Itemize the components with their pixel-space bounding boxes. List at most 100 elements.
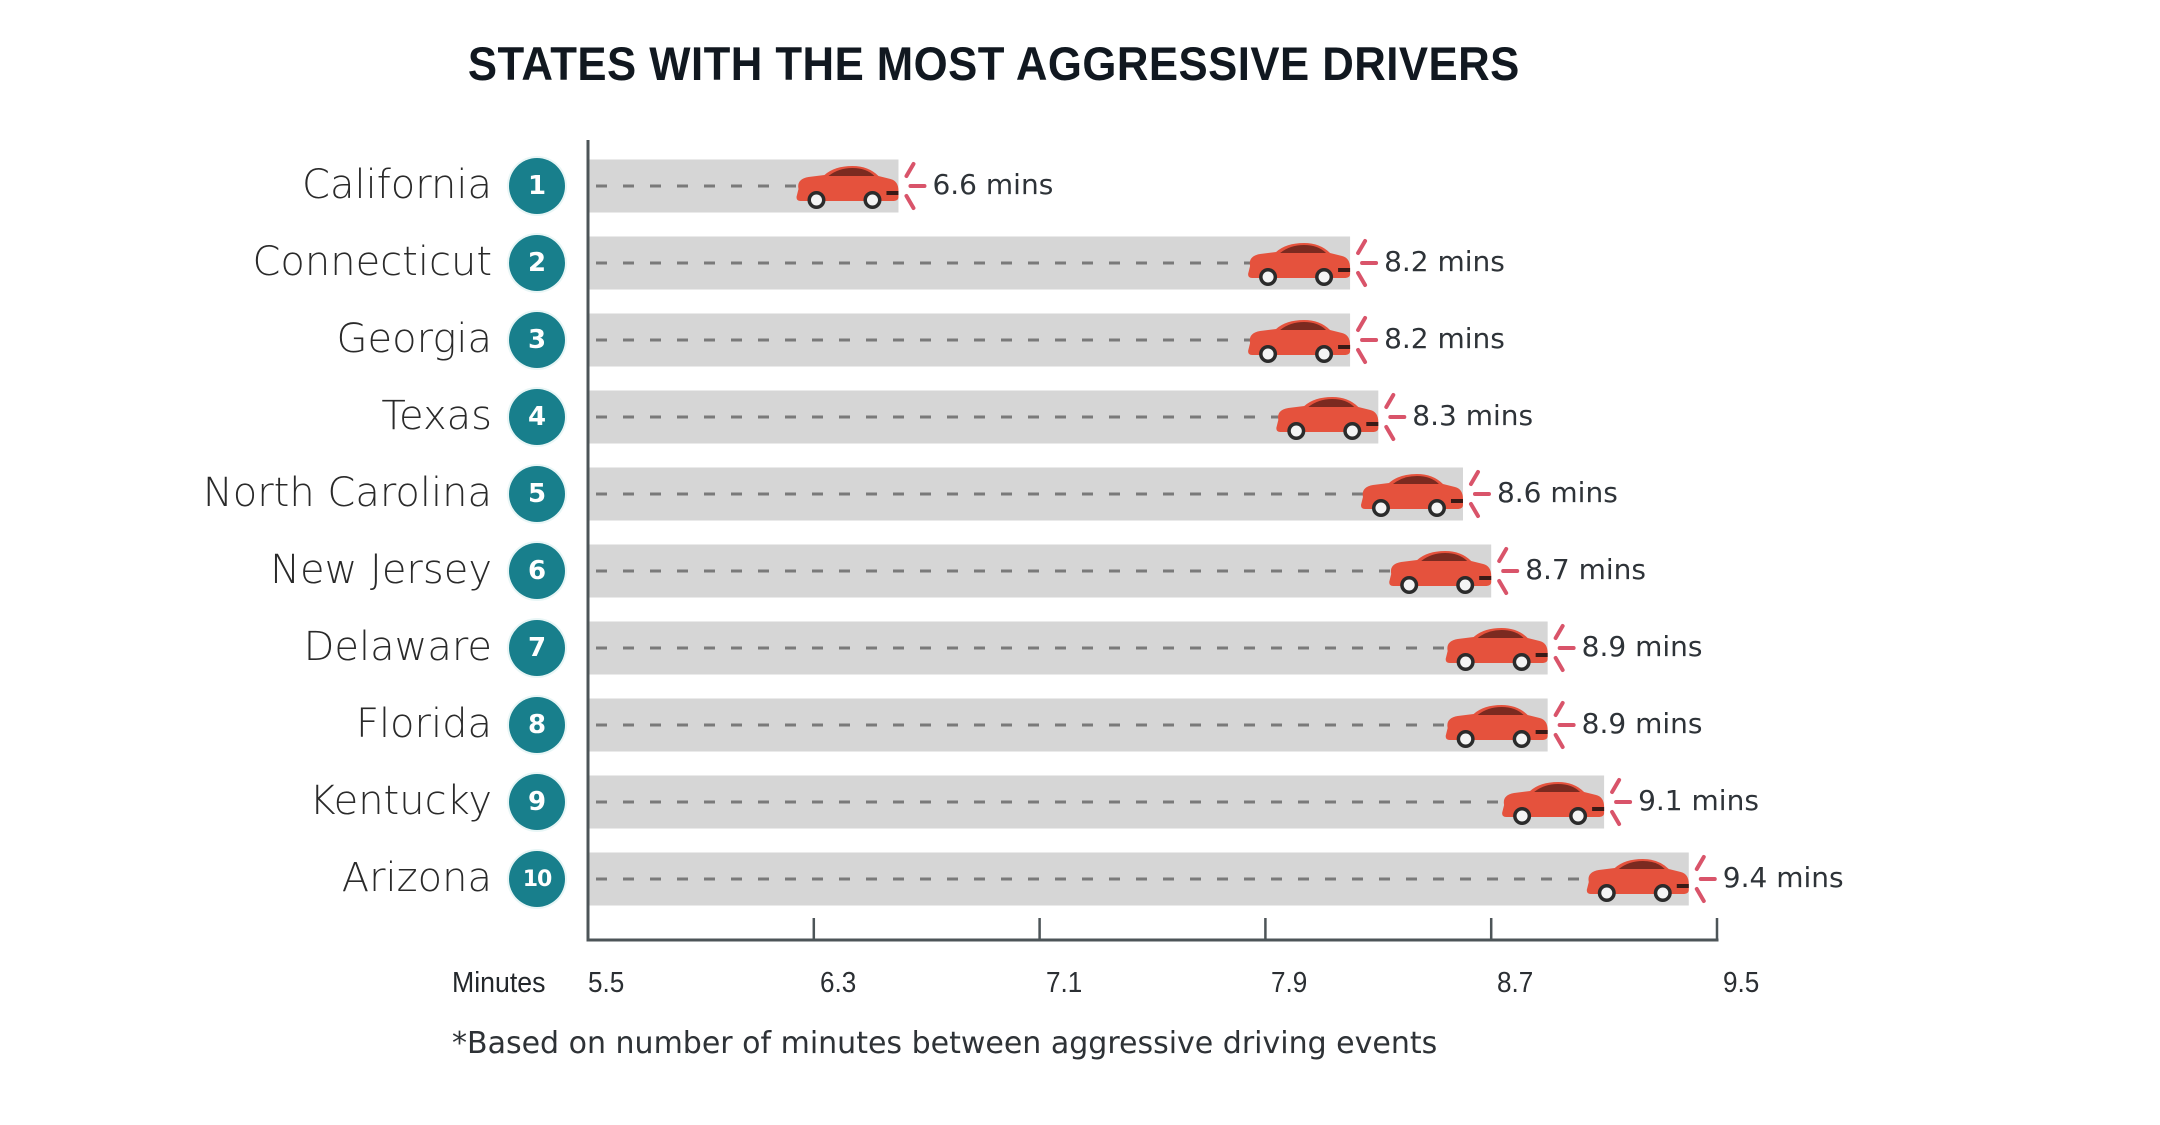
state-label: Connecticut: [252, 239, 492, 285]
car-wheel-hub: [1460, 656, 1472, 668]
value-label: 9.1 mins: [1638, 784, 1759, 817]
speed-burst-icon: [1356, 316, 1379, 364]
bar: [588, 313, 1351, 367]
car-wheel-hub: [1290, 425, 1302, 437]
x-tick-label: 9.5: [1723, 967, 1760, 999]
bar-row: [588, 159, 927, 213]
rank-badge: 4: [509, 389, 565, 445]
bar-row: [588, 544, 1520, 598]
car-roof: [1618, 861, 1665, 869]
rank-badge: 10: [509, 851, 565, 907]
bar-row: [588, 621, 1576, 675]
x-axis-title: Minutes: [452, 967, 546, 999]
car-icon: [796, 166, 899, 209]
car-wheel-hub: [1262, 271, 1274, 283]
car-roof: [1477, 707, 1524, 715]
car-wheel-hub: [1318, 271, 1330, 283]
value-label: 8.6 mins: [1496, 476, 1618, 509]
car-roof: [1280, 245, 1327, 253]
speed-burst-icon: [904, 162, 927, 210]
car-wheel-hub: [1572, 810, 1584, 822]
x-tick-label: 6.3: [819, 967, 857, 999]
car-wheel-hub: [1403, 579, 1415, 591]
car-tail: [886, 191, 899, 195]
car-tail: [1535, 730, 1548, 734]
state-label: North Carolina: [202, 470, 492, 516]
speed-burst-icon: [1694, 855, 1717, 903]
speed-burst-icon: [1468, 470, 1491, 518]
car-roof: [1477, 630, 1524, 638]
bar-row: [588, 236, 1379, 290]
x-tick-label: 7.1: [1045, 967, 1082, 999]
chart-title: STATES WITH THE MOST AGGRESSIVE DRIVERS: [467, 37, 1520, 90]
car-roof: [1421, 553, 1468, 561]
rank-badge: 5: [509, 466, 565, 522]
car-wheel-hub: [1459, 579, 1471, 591]
state-label: Arizona: [341, 855, 492, 901]
value-label: 8.9 mins: [1581, 630, 1703, 663]
car-icon: [1248, 320, 1351, 363]
car-roof: [1308, 399, 1355, 407]
car-wheel-hub: [1460, 733, 1472, 745]
x-tick-label: 5.5: [588, 967, 625, 999]
value-label: 8.2 mins: [1384, 245, 1505, 278]
bar-row: [588, 390, 1407, 444]
car-icon: [1389, 551, 1492, 594]
bar-row: [588, 467, 1491, 521]
car-tail: [1592, 807, 1605, 811]
car-wheel-hub: [1516, 810, 1528, 822]
car-wheel-hub: [1346, 425, 1358, 437]
car-wheel-hub: [1516, 656, 1528, 668]
rank-badge: 7: [509, 620, 565, 676]
state-label: New Jersey: [270, 547, 492, 593]
speed-burst-icon: [1497, 547, 1520, 595]
speed-burst-icon: [1553, 701, 1576, 749]
value-label: 8.7 mins: [1525, 553, 1647, 586]
speed-burst-icon: [1610, 778, 1633, 826]
rank-badge: 3: [509, 312, 565, 368]
speed-burst-icon: [1553, 624, 1576, 672]
state-label: California: [302, 162, 492, 208]
car-wheel-hub: [1318, 348, 1330, 360]
car-roof: [1280, 322, 1327, 330]
x-tick-label: 8.7: [1497, 967, 1534, 999]
car-wheel-hub: [1262, 348, 1274, 360]
car-tail: [1366, 422, 1379, 426]
car-tail: [1450, 499, 1463, 503]
state-label: Florida: [355, 701, 492, 747]
bar-row: [588, 852, 1717, 906]
bar-row: [588, 313, 1379, 367]
car-wheel-hub: [1431, 502, 1443, 514]
x-tick-label: 7.9: [1271, 967, 1308, 999]
rank-badge: 8: [509, 697, 565, 753]
value-label: 6.6 mins: [932, 168, 1054, 201]
state-label: Georgia: [336, 316, 492, 362]
bar-row: [588, 775, 1633, 829]
car-tail: [1676, 884, 1689, 888]
speed-burst-icon: [1356, 239, 1379, 287]
rank-badge: 9: [509, 774, 565, 830]
car-wheel-hub: [1657, 887, 1669, 899]
car-icon: [1360, 474, 1463, 517]
car-icon: [1502, 782, 1605, 825]
rank-badge: 1: [509, 158, 565, 214]
car-tail: [1535, 653, 1548, 657]
car-icon: [1276, 397, 1379, 440]
car-wheel-hub: [1516, 733, 1528, 745]
value-label: 8.3 mins: [1412, 399, 1534, 432]
value-label: 9.4 mins: [1722, 861, 1844, 894]
footnote: *Based on number of minutes between aggr…: [452, 1026, 1438, 1061]
speed-burst-icon: [1384, 393, 1407, 441]
car-tail: [1338, 268, 1351, 272]
rank-badge: 2: [509, 235, 565, 291]
value-label: 8.2 mins: [1384, 322, 1505, 355]
car-wheel-hub: [1375, 502, 1387, 514]
state-label: Kentucky: [309, 778, 492, 824]
car-wheel-hub: [810, 194, 822, 206]
bar-row: [588, 698, 1576, 752]
car-icon: [1248, 243, 1351, 286]
rank-badge: 6: [509, 543, 565, 599]
bar: [588, 236, 1351, 290]
